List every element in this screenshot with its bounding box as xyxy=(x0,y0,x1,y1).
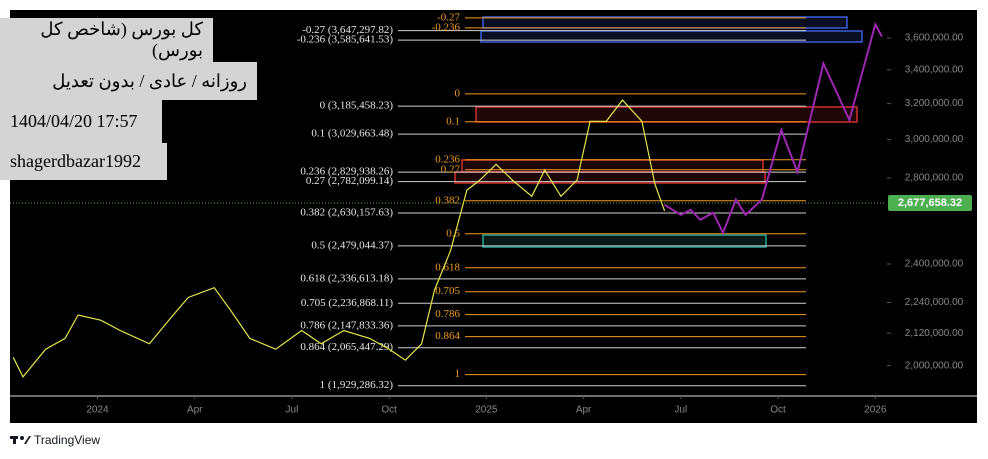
fib-label-2: 0.1 xyxy=(446,115,460,127)
zones xyxy=(454,16,863,248)
fib-label: 0.1 (3,029,663.48) xyxy=(311,128,393,140)
y-tick-label: 3,200,000.00 xyxy=(905,98,964,109)
zone xyxy=(482,16,848,29)
fib-label-2: -0.236 xyxy=(432,21,461,33)
fib-label-2: -0.27 xyxy=(437,11,460,23)
x-tick-label: Oct xyxy=(770,405,786,416)
fib-label-2: 0 xyxy=(455,87,461,99)
brand: TradingView xyxy=(34,433,100,447)
brand-logo xyxy=(10,436,31,444)
fib-label-2: 0.236 xyxy=(435,153,460,165)
last-price-label: 2,677,658.32 xyxy=(898,197,962,209)
x-tick-label: 2024 xyxy=(86,405,109,416)
x-tick-label: 2025 xyxy=(475,405,498,416)
fib-label-2: 0.5 xyxy=(446,227,460,239)
x-tick-label: 2026 xyxy=(864,405,887,416)
fib-label: 0.382 (2,630,157.63) xyxy=(300,206,393,218)
fib-label: 1 (1,929,286.32) xyxy=(320,379,394,391)
title: کل بورس (شاخص کل بورس) xyxy=(0,18,213,62)
x-tick-label: Apr xyxy=(187,405,203,416)
y-tick-label: 3,600,000.00 xyxy=(905,33,964,44)
y-tick-label: 3,400,000.00 xyxy=(905,64,964,75)
y-tick-label: 2,120,000.00 xyxy=(905,328,964,339)
price-line xyxy=(664,21,883,236)
y-tick-label: 2,000,000.00 xyxy=(905,360,964,371)
x-tick-label: Jul xyxy=(286,405,299,416)
price-line xyxy=(12,99,666,378)
fib-label-2: 1 xyxy=(455,368,461,380)
fib-label: -0.236 (3,585,641.53) xyxy=(297,34,394,46)
timestamp: 1404/04/20 17:57 xyxy=(0,100,162,143)
fib-label: 0.786 (2,147,833.36) xyxy=(300,319,393,331)
fib-label-2: 0.705 xyxy=(435,285,460,297)
y-tick-label: 2,800,000.00 xyxy=(905,173,964,184)
fib-label-2: 0.786 xyxy=(435,308,460,320)
fib-label: 0.705 (2,236,868.11) xyxy=(301,297,394,309)
y-tick-label: 2,400,000.00 xyxy=(905,259,964,270)
x-tick-label: Jul xyxy=(674,405,687,416)
fib-label: 0.5 (2,479,044.37) xyxy=(311,239,393,251)
zone xyxy=(482,234,767,248)
fib-label: 0.864 (2,065,447.29) xyxy=(300,341,393,353)
fib-label-2: 0.618 xyxy=(435,261,460,273)
x-tick-label: Apr xyxy=(576,405,592,416)
y-tick-label: 3,000,000.00 xyxy=(905,134,964,145)
fib-label: 0.236 (2,829,938.26) xyxy=(300,166,393,178)
fib-label-2: 0.864 xyxy=(435,330,460,342)
last-price-badge xyxy=(888,194,972,211)
zone xyxy=(475,106,858,123)
author: shagerdbazar1992 xyxy=(0,143,167,180)
x-tick-label: Oct xyxy=(381,405,397,416)
subtitle: روزانه / عادی / بدون تعدیل xyxy=(0,62,257,100)
fib-label: 0 (3,185,458.23) xyxy=(320,100,394,112)
fib-label-2: 0.27 xyxy=(441,163,461,175)
fib-label-2: 0.382 xyxy=(435,194,460,206)
y-tick-label: 2,240,000.00 xyxy=(905,297,964,308)
fib-label: 0.618 (2,336,613.18) xyxy=(300,272,393,284)
fib-label: -0.27 (3,647,297.82) xyxy=(302,24,393,36)
fib-label: 0.27 (2,782,099.14) xyxy=(306,175,393,187)
